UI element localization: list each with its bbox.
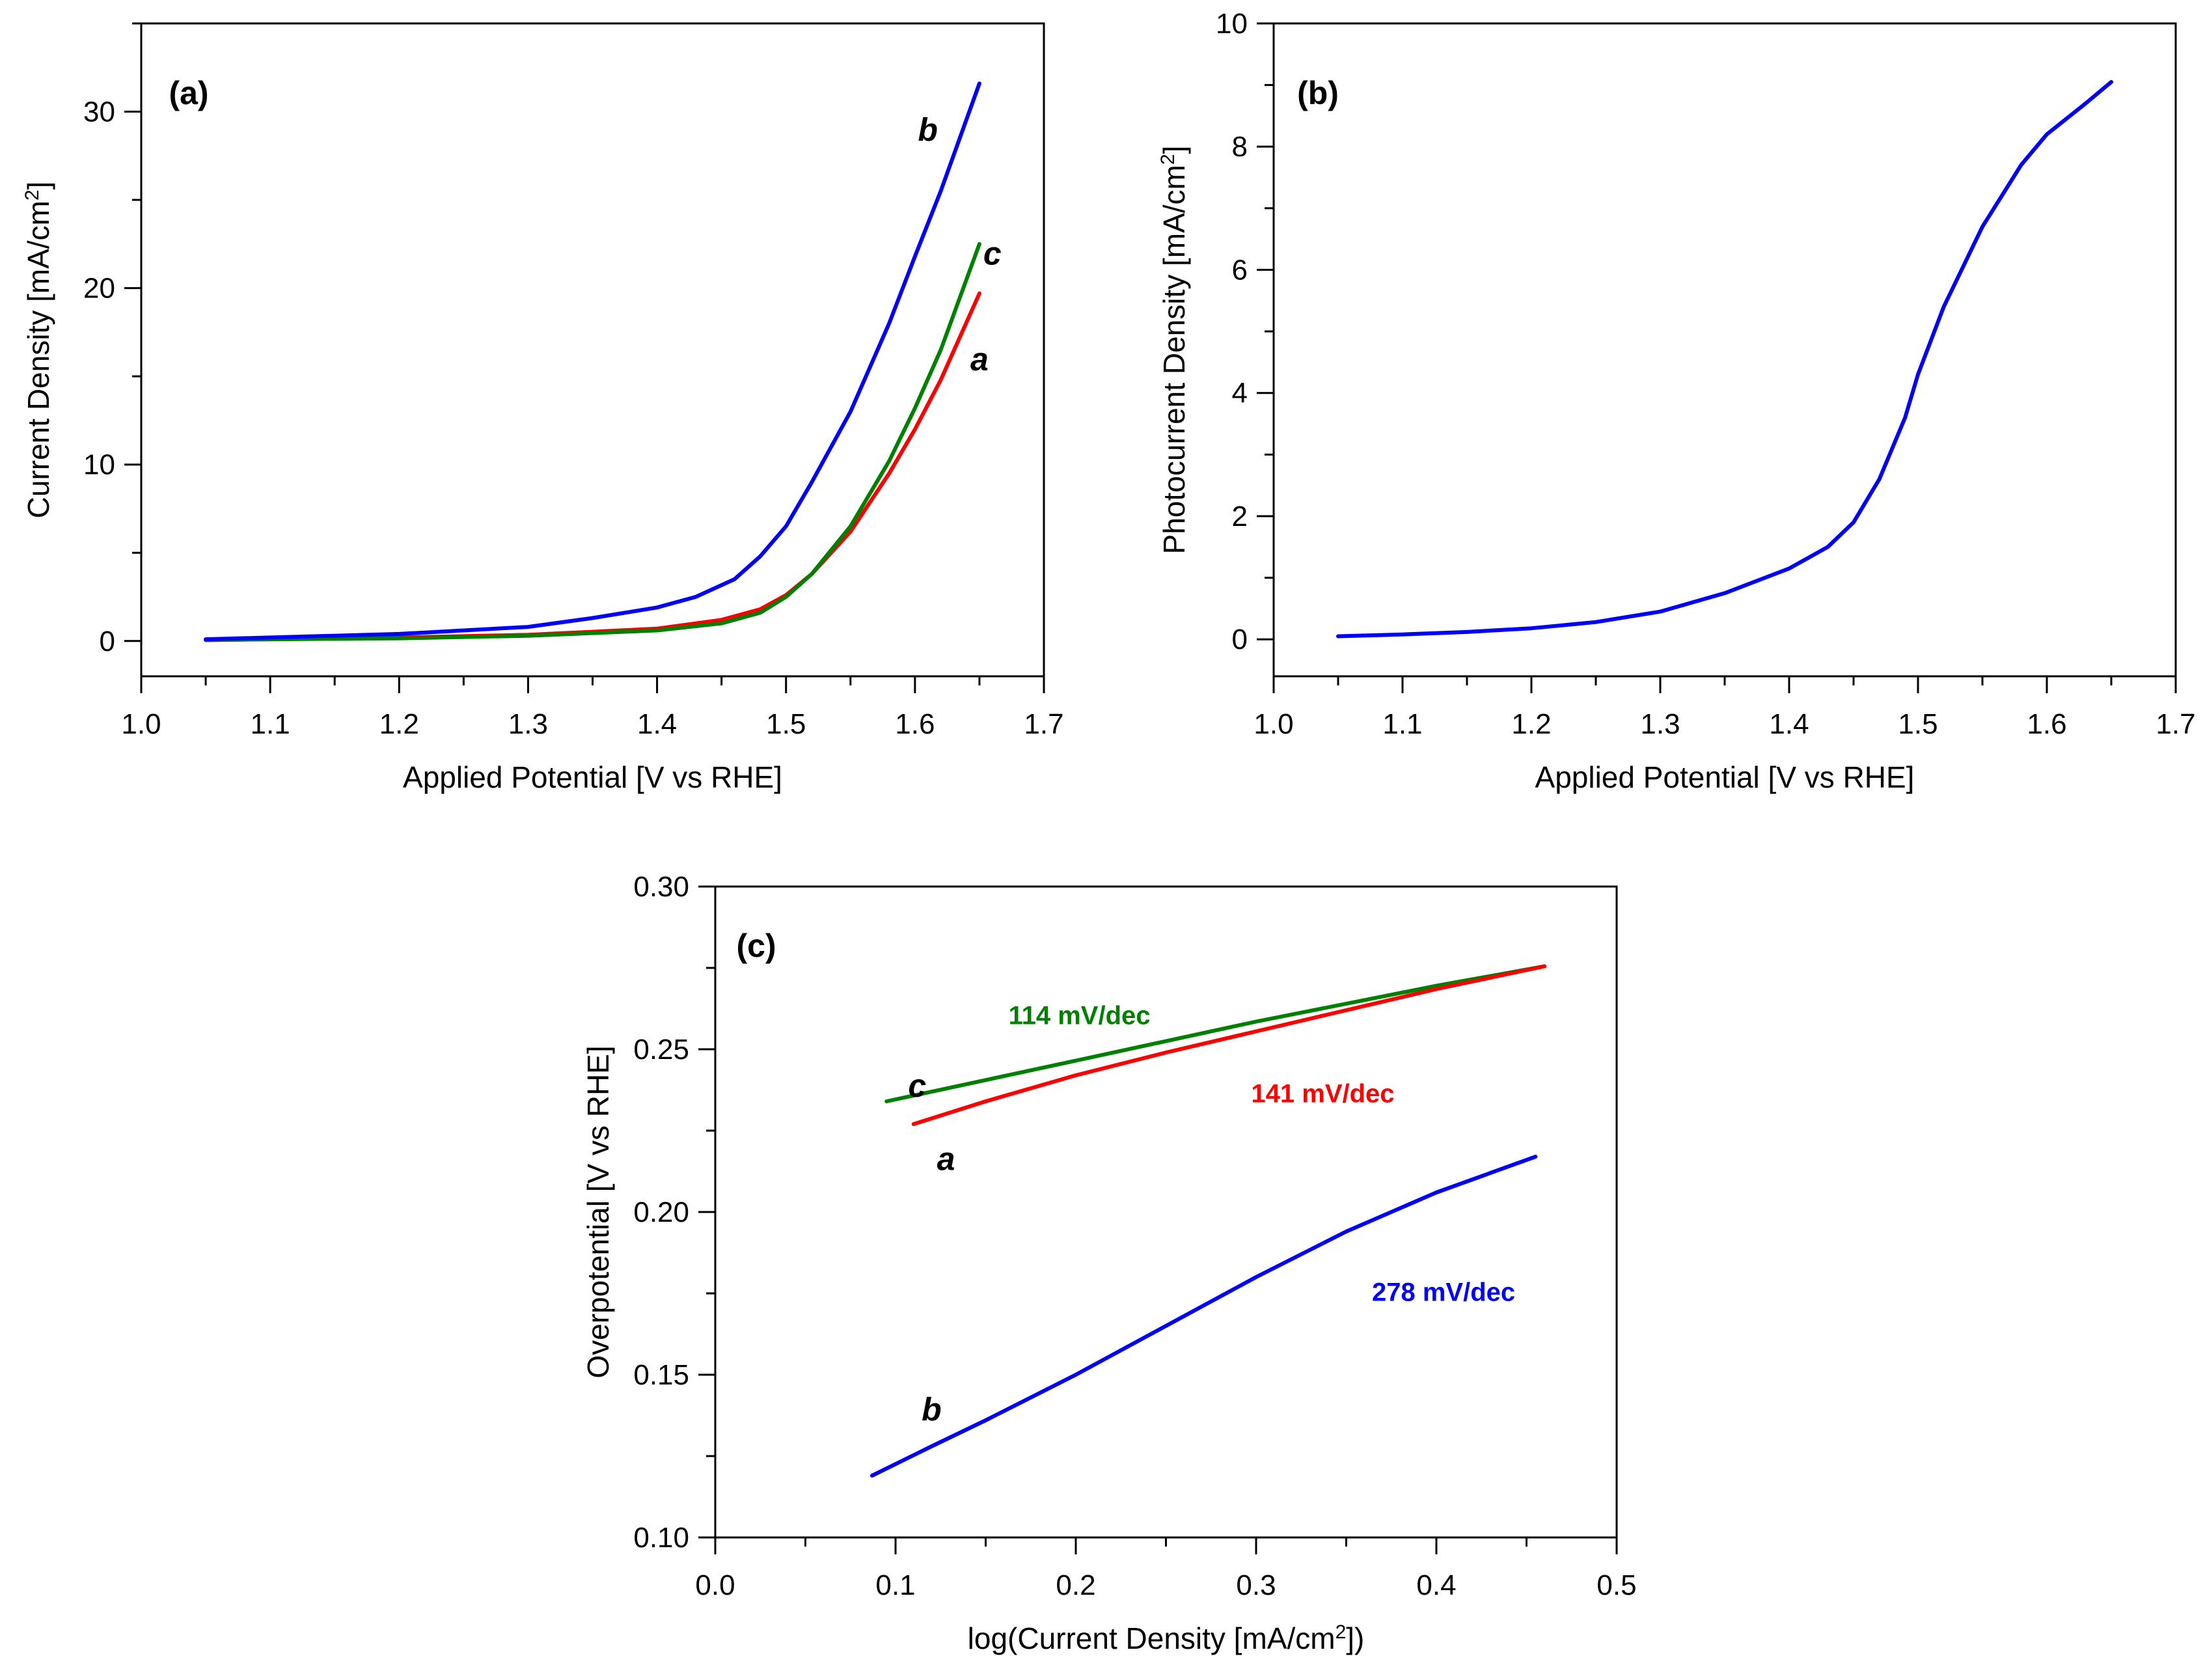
panel-a-y-tick-label: 30 bbox=[83, 96, 115, 128]
panel-b-x-tick-label: 1.5 bbox=[1898, 708, 1938, 740]
panel-c-curve-label-b: b bbox=[922, 1392, 942, 1428]
panel-c-slope-label: 114 mV/dec bbox=[1009, 1002, 1151, 1030]
panel-c-slope-label: 141 mV/dec bbox=[1251, 1080, 1394, 1109]
panel-c-curve-label-a: a bbox=[937, 1141, 955, 1177]
panel-c-y-tick-label: 0.25 bbox=[633, 1034, 689, 1066]
panel-c-y-tick-label: 0.15 bbox=[633, 1359, 689, 1391]
panel-b-series-photocurrent-line bbox=[1336, 79, 2113, 639]
panel-a-x-tick-label: 1.2 bbox=[379, 708, 419, 740]
panel-a-y-axis-label-sup: 2 bbox=[21, 189, 43, 200]
panel-a-x-tick-label: 1.1 bbox=[251, 708, 290, 740]
panel-b-x-tick-label: 1.1 bbox=[1382, 708, 1422, 740]
panel-b-panel-label: (b) bbox=[1297, 75, 1339, 111]
panel-a-x-axis-label: Applied Potential [V vs RHE] bbox=[403, 760, 782, 794]
panel-c-x-tick-label: 0.5 bbox=[1596, 1569, 1636, 1601]
panel-a-series-c-line bbox=[204, 241, 981, 642]
panel-c-curve-label-c: c bbox=[908, 1067, 926, 1104]
panel-c-x-tick-label: 0.0 bbox=[695, 1569, 735, 1601]
panel-a-curve-label-b: b bbox=[918, 112, 938, 148]
panel-b-y-axis-label-end: ] bbox=[1157, 146, 1191, 154]
panel-b-y-tick-label: 2 bbox=[1232, 501, 1248, 532]
panel-a-x-tick-label: 1.6 bbox=[895, 708, 935, 740]
panel-a-x-tick-label: 1.4 bbox=[637, 708, 677, 740]
panel-c-y-tick-label: 0.30 bbox=[633, 871, 689, 903]
panel-c-x-tick-label: 0.1 bbox=[875, 1569, 915, 1601]
panel-b-chart: 1.0 1.1 1.2 1.3 1.4 1.5 1.6 1.7 0 2 4 6 8 10 Applied P… bbox=[1157, 8, 2196, 794]
panel-c-plot-frame bbox=[714, 885, 1618, 1539]
panel-b-y-tick-label: 0 bbox=[1232, 624, 1248, 655]
panel-b-x-axis-label: Applied Potential [V vs RHE] bbox=[1535, 760, 1915, 794]
panel-b-x-tick-label: 1.4 bbox=[1769, 708, 1809, 740]
panel-a-x-tick-label: 1.5 bbox=[766, 708, 806, 740]
panel-a-curve-label-a: a bbox=[970, 341, 989, 378]
panel-a-curve-label-c: c bbox=[983, 235, 1002, 271]
panel-b-plot-frame bbox=[1272, 22, 2177, 678]
panel-a-series-a-line bbox=[204, 291, 981, 642]
panel-b-x-tick-label: 1.2 bbox=[1511, 708, 1551, 740]
panel-c-x-axis-label-end: ]) bbox=[1346, 1621, 1364, 1655]
panel-a-y-axis-label-end: ] bbox=[21, 182, 55, 190]
panel-a-x-tick-label: 1.3 bbox=[508, 708, 548, 740]
panel-a-plot-frame bbox=[140, 22, 1045, 678]
panel-c-y-axis-label: Overpotential [V vs RHE] bbox=[581, 1045, 615, 1378]
panel-a-x-tick-label: 1.7 bbox=[1024, 708, 1063, 740]
panel-c-chart: 0.0 0.1 0.2 0.3 0.4 0.5 0.10 0.15 0.20 0.25 0.30 lo… bbox=[581, 871, 1637, 1655]
panel-b-y-tick-label: 8 bbox=[1232, 131, 1248, 163]
panel-b-y-axis-label: Photocurrent Density [mA/cm2] bbox=[1157, 146, 1192, 555]
panel-c-slope-label: 278 mV/dec bbox=[1372, 1278, 1515, 1307]
panel-a-chart: 1.0 1.1 1.2 1.3 1.4 1.5 1.6 1.7 0 10 20 30 Applied P… bbox=[21, 22, 1064, 794]
panel-a-x-tick-label: 1.0 bbox=[121, 708, 161, 740]
panel-c-x-tick-label: 0.2 bbox=[1056, 1569, 1095, 1601]
panel-b-y-axis-label-sup: 2 bbox=[1157, 154, 1179, 165]
panel-b-x-tick-label: 1.6 bbox=[2027, 708, 2066, 740]
panel-b-x-tick-label: 1.0 bbox=[1253, 708, 1293, 740]
panel-b-y-tick-label: 4 bbox=[1232, 378, 1248, 409]
panel-c-y-tick-label: 0.20 bbox=[633, 1196, 689, 1228]
panel-c-series-a-line bbox=[911, 964, 1547, 1126]
panel-b-x-tick-label: 1.7 bbox=[2156, 708, 2195, 740]
panel-b-y-tick-label: 10 bbox=[1216, 8, 1248, 40]
panel-c-series-c-line bbox=[884, 964, 1547, 1103]
panel-a-y-tick-label: 0 bbox=[100, 626, 115, 657]
panel-c-x-axis-label: log(Current Density [mA/cm2]) bbox=[968, 1621, 1365, 1656]
panel-a-y-tick-label: 20 bbox=[83, 273, 115, 305]
panel-c-x-axis-label-sup: 2 bbox=[1335, 1621, 1347, 1643]
panel-a-series-b-line bbox=[204, 81, 981, 642]
panel-a-panel-label: (a) bbox=[169, 75, 208, 111]
panel-a-y-axis-label: Current Density [mA/cm2] bbox=[21, 182, 56, 519]
panel-c-x-tick-label: 0.3 bbox=[1236, 1569, 1276, 1601]
panel-c-y-tick-label: 0.10 bbox=[633, 1522, 689, 1554]
panel-b-y-tick-label: 6 bbox=[1232, 254, 1248, 286]
panel-a-y-tick-label: 10 bbox=[83, 449, 115, 481]
panel-b-x-tick-label: 1.3 bbox=[1640, 708, 1680, 740]
panel-c-series-b-line bbox=[870, 1155, 1538, 1478]
panel-c-panel-label: (c) bbox=[736, 928, 776, 964]
panel-c-x-tick-label: 0.4 bbox=[1416, 1569, 1456, 1601]
